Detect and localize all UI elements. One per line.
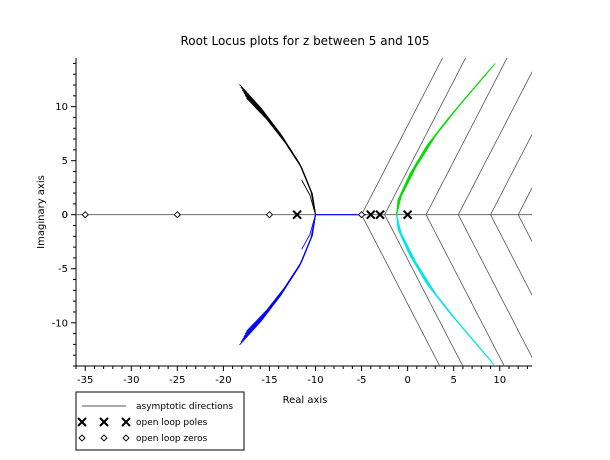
upper-left-inner bbox=[301, 179, 316, 215]
lower-right-branch bbox=[396, 214, 480, 348]
open-loop-pole bbox=[292, 209, 302, 220]
legend-x-swatch bbox=[77, 417, 131, 427]
x-tick-label: -15 bbox=[261, 375, 277, 386]
upper-right-branch bbox=[396, 71, 489, 215]
open-loop-zero bbox=[265, 211, 274, 219]
open-loop-pole bbox=[375, 209, 385, 220]
x-tick-label: -25 bbox=[169, 375, 185, 386]
legend-label-poles: open loop poles bbox=[136, 418, 208, 428]
asymptote-chevron bbox=[425, 58, 508, 366]
legend: asymptotic directions open loop poles op… bbox=[75, 391, 245, 451]
open-loop-zero bbox=[173, 211, 181, 219]
asymptote-chevron bbox=[531, 213, 532, 216]
legend-label-zeros: open loop zeros bbox=[136, 434, 208, 444]
open-loop-pole-stroke bbox=[402, 209, 413, 220]
x-tick-label: -30 bbox=[123, 375, 139, 386]
legend-diamond-mark bbox=[122, 434, 130, 442]
open-loop-pole-stroke bbox=[292, 209, 302, 220]
x-tick-label: -5 bbox=[357, 375, 367, 386]
lower-left-branch bbox=[243, 214, 316, 338]
pole-zero-markers bbox=[81, 209, 413, 220]
lower-left-branch bbox=[246, 214, 316, 332]
asymptote-chevron bbox=[384, 58, 467, 366]
x-tick-label: 10 bbox=[493, 375, 506, 386]
lower-left-branch bbox=[239, 214, 316, 346]
lower-right-branch bbox=[396, 214, 494, 364]
lower-left-branch bbox=[240, 214, 316, 343]
open-loop-pole-stroke bbox=[375, 209, 385, 220]
legend-x-mark-stroke bbox=[121, 417, 131, 427]
upper-left-branch bbox=[239, 84, 316, 215]
open-loop-pole bbox=[402, 209, 413, 220]
legend-diamond-mark bbox=[100, 434, 108, 442]
x-tick-label: 0 bbox=[404, 375, 410, 386]
asymptote-chevron bbox=[490, 133, 532, 296]
lower-left-branch bbox=[241, 214, 316, 340]
upper-left-branch bbox=[243, 92, 316, 215]
chart-title: Root Locus plots for z between 5 and 105 bbox=[180, 34, 429, 48]
open-loop-zero bbox=[81, 211, 89, 219]
upper-left-branch bbox=[244, 94, 316, 215]
upper-right-branch bbox=[396, 82, 480, 215]
y-tick-label: 10 bbox=[55, 102, 68, 113]
legend-x-mark bbox=[99, 417, 109, 427]
open-loop-pole bbox=[366, 209, 376, 220]
y-tick-label: 0 bbox=[62, 210, 68, 221]
x-tick-label: -10 bbox=[307, 375, 323, 386]
asymptote-chevron bbox=[517, 187, 532, 243]
x-axis-label: Real axis bbox=[283, 395, 328, 406]
upper-right-branch bbox=[396, 73, 487, 215]
y-tick-label: 5 bbox=[62, 156, 68, 167]
y-tick-label: 0 bbox=[62, 210, 68, 221]
upper-right-branch bbox=[396, 65, 494, 215]
legend-x-mark bbox=[121, 417, 131, 427]
upper-left-branch bbox=[240, 86, 316, 215]
open-loop-pole-stroke bbox=[366, 209, 376, 220]
legend-diamond-swatch bbox=[78, 434, 130, 442]
x-tick-label: -20 bbox=[215, 375, 231, 386]
locus-branches bbox=[239, 63, 496, 366]
legend-label-asymptotes: asymptotic directions bbox=[136, 402, 233, 412]
x-tick-label: -35 bbox=[77, 375, 93, 386]
lower-left-inner bbox=[301, 214, 316, 250]
lower-right-branch bbox=[396, 214, 484, 353]
legend-x-mark-stroke bbox=[77, 417, 87, 427]
legend-x-mark-stroke bbox=[99, 417, 109, 427]
legend-diamond-mark bbox=[78, 434, 86, 442]
lower-right-branch bbox=[396, 214, 496, 366]
x-tick-label: 5 bbox=[451, 375, 457, 386]
upper-right-branch bbox=[396, 63, 496, 215]
asymptote-chevron bbox=[457, 71, 532, 359]
y-tick-label: -10 bbox=[52, 318, 68, 329]
upper-right-branch bbox=[396, 76, 484, 215]
lower-right-branch bbox=[396, 214, 487, 356]
legend-x-mark bbox=[77, 417, 87, 427]
upper-right-branch bbox=[396, 68, 491, 215]
lower-right-branch bbox=[396, 214, 489, 359]
y-axis-label: Imaginary axis bbox=[36, 175, 47, 249]
lower-left-branch bbox=[244, 214, 316, 335]
open-loop-zero bbox=[357, 211, 366, 219]
upper-left-branch bbox=[241, 89, 316, 215]
y-tick-label: -5 bbox=[58, 264, 68, 275]
lower-right-branch bbox=[396, 214, 491, 361]
upper-left-branch bbox=[246, 97, 316, 215]
